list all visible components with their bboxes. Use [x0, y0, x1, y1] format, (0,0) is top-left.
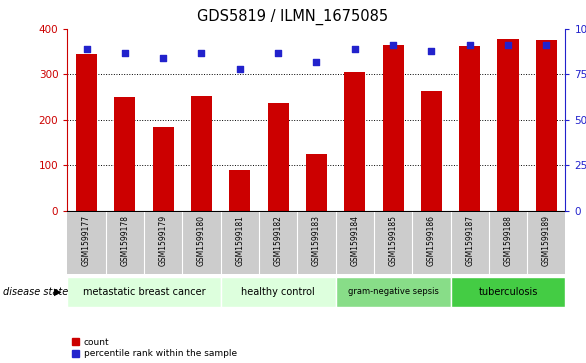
Text: GSM1599181: GSM1599181 — [236, 215, 244, 266]
Text: GSM1599180: GSM1599180 — [197, 215, 206, 266]
Text: GSM1599186: GSM1599186 — [427, 215, 436, 266]
Text: GSM1599185: GSM1599185 — [389, 215, 397, 266]
Text: GSM1599184: GSM1599184 — [350, 215, 359, 266]
Legend: count, percentile rank within the sample: count, percentile rank within the sample — [72, 338, 237, 359]
Text: healthy control: healthy control — [241, 287, 315, 297]
Point — [503, 42, 513, 48]
Point — [197, 50, 206, 56]
Point — [312, 59, 321, 65]
Text: tuberculosis: tuberculosis — [478, 287, 538, 297]
Text: GSM1599188: GSM1599188 — [503, 215, 513, 266]
Point — [235, 66, 244, 72]
Bar — [459, 46, 481, 211]
Bar — [268, 103, 289, 211]
Point — [427, 48, 436, 54]
Point — [389, 42, 398, 48]
Bar — [221, 277, 336, 307]
Bar — [76, 54, 97, 211]
Text: GSM1599177: GSM1599177 — [82, 215, 91, 266]
Text: GSM1599187: GSM1599187 — [465, 215, 474, 266]
Bar — [67, 277, 221, 307]
Point — [120, 50, 130, 56]
Bar — [451, 277, 565, 307]
Text: GSM1599183: GSM1599183 — [312, 215, 321, 266]
Text: ▶: ▶ — [54, 287, 62, 297]
Point — [541, 42, 551, 48]
Bar — [421, 91, 442, 211]
Bar — [536, 40, 557, 211]
Point — [274, 50, 283, 56]
Text: disease state: disease state — [3, 287, 68, 297]
Text: GDS5819 / ILMN_1675085: GDS5819 / ILMN_1675085 — [197, 9, 389, 25]
Text: GSM1599182: GSM1599182 — [274, 215, 282, 266]
Text: metastatic breast cancer: metastatic breast cancer — [83, 287, 205, 297]
Point — [350, 46, 359, 52]
Bar — [383, 45, 404, 211]
Text: gram-negative sepsis: gram-negative sepsis — [347, 287, 438, 296]
Bar — [114, 97, 135, 211]
Bar — [344, 72, 365, 211]
Bar — [191, 96, 212, 211]
Text: GSM1599178: GSM1599178 — [120, 215, 130, 266]
Point — [82, 46, 91, 52]
Text: GSM1599179: GSM1599179 — [159, 215, 168, 266]
Bar — [336, 277, 451, 307]
Bar — [306, 154, 327, 211]
Bar — [152, 127, 173, 211]
Bar — [229, 170, 250, 211]
Point — [465, 42, 475, 48]
Text: GSM1599189: GSM1599189 — [542, 215, 551, 266]
Point — [158, 55, 168, 61]
Bar — [498, 39, 519, 211]
